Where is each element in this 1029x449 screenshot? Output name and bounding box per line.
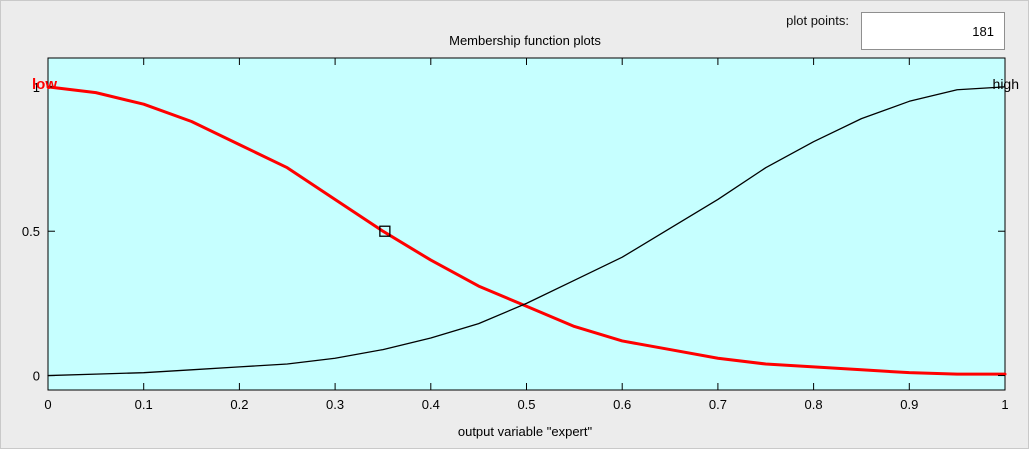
x-tick-label: 0.1 [135, 397, 153, 412]
x-tick-label: 0.8 [805, 397, 823, 412]
plot-points-input[interactable] [861, 12, 1005, 50]
x-tick-label: 0.3 [326, 397, 344, 412]
y-tick-label: 0 [33, 369, 40, 384]
x-axis-label: output variable "expert" [458, 424, 593, 439]
x-tick-label: 1 [1001, 397, 1008, 412]
x-tick-label: 0 [44, 397, 51, 412]
x-tick-label: 0.4 [422, 397, 440, 412]
series-label-high[interactable]: high [993, 76, 1019, 92]
series-line-high[interactable] [47, 86, 1006, 377]
y-tick-label: 1 [33, 80, 40, 95]
y-tick-label: 0.5 [22, 224, 40, 239]
x-tick-label: 0.5 [517, 397, 535, 412]
plot-area[interactable] [47, 57, 1006, 391]
x-tick-label: 0.9 [900, 397, 918, 412]
x-tick-label: 0.6 [613, 397, 631, 412]
x-tick-label: 0.2 [230, 397, 248, 412]
series-label-low[interactable]: low [32, 76, 57, 93]
selection-marker[interactable] [379, 225, 391, 237]
plot-points-label: plot points: [786, 13, 849, 28]
series-line-low[interactable] [46, 85, 1007, 376]
x-tick-label: 0.7 [709, 397, 727, 412]
chart-title: Membership function plots [449, 33, 601, 48]
